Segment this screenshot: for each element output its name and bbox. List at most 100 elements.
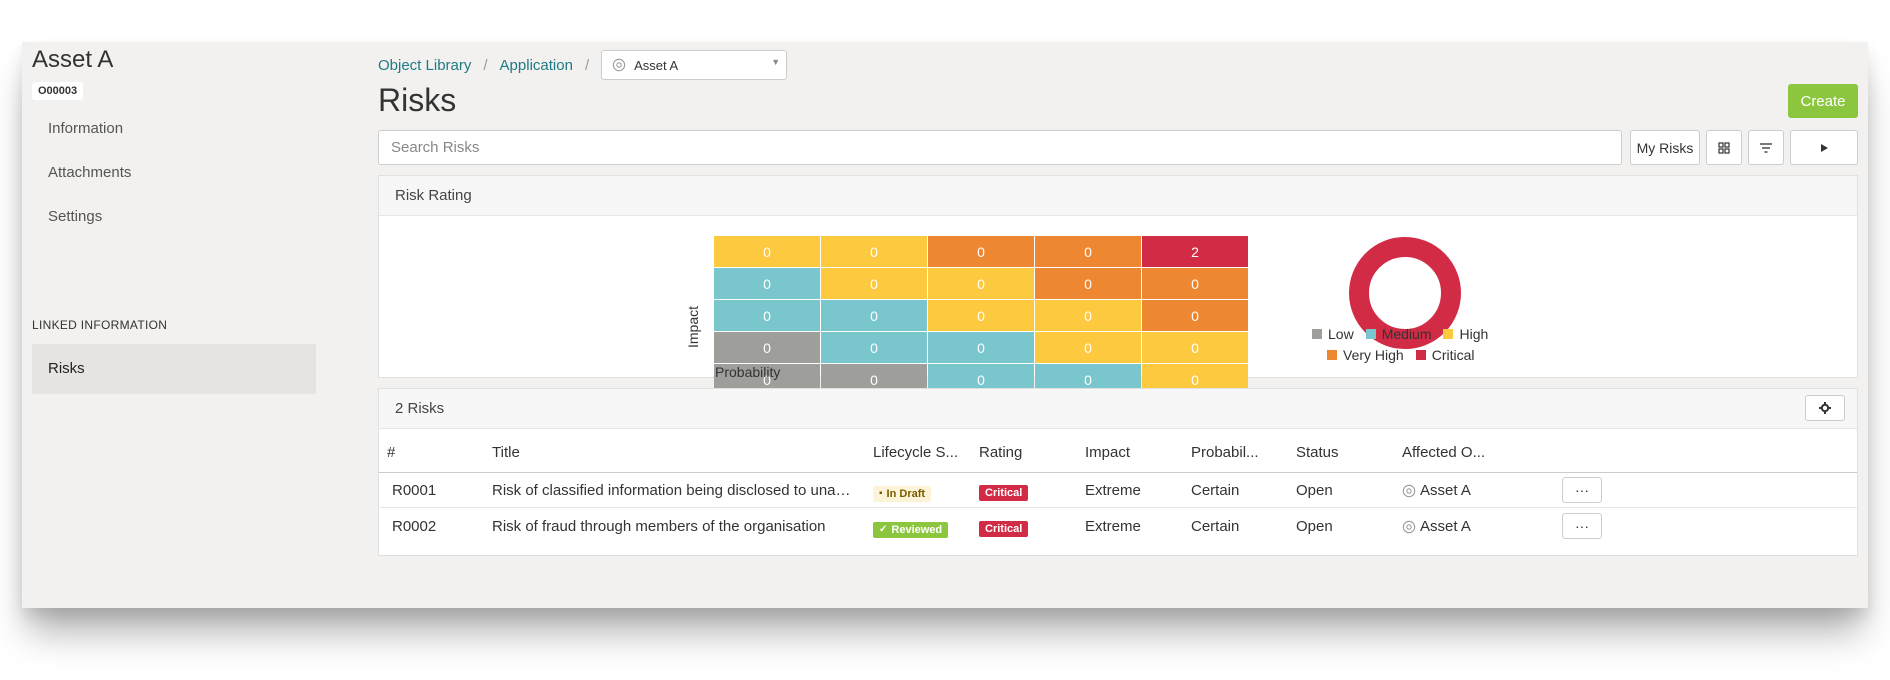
risk-title[interactable]: Risk of classified information being dis… — [492, 482, 858, 499]
rating-cell: Critical — [979, 483, 1029, 501]
status-value: Open — [1296, 482, 1333, 499]
legend-item: Medium — [1365, 326, 1432, 342]
breadcrumb: Object Library / Application / Asset A ▼ — [378, 50, 788, 80]
affected-object-label: Asset A — [1420, 482, 1471, 499]
legend-swatch — [1415, 350, 1426, 360]
impact-value: Extreme — [1085, 518, 1141, 535]
legend-item: Low — [1312, 326, 1354, 342]
grid-icon — [1718, 141, 1730, 154]
legend-label: Critical — [1431, 347, 1475, 363]
rating-donut-chart — [1349, 237, 1461, 349]
probability-value: Certain — [1191, 518, 1240, 535]
table-settings-button[interactable] — [1805, 395, 1845, 421]
donut-slice-critical — [1349, 237, 1461, 349]
sidebar-item-attachments[interactable]: Attachments — [48, 164, 132, 181]
lifecycle-label: In Draft — [886, 487, 926, 500]
legend-swatch — [1365, 329, 1376, 339]
risks-table-card: 2 Risks # Title Lifecycle S... Rating Impact… — [378, 388, 1858, 556]
sidebar-item-risks[interactable]: Risks — [32, 344, 316, 394]
legend-row-1: Low Medium High — [1312, 326, 1500, 342]
sidebar-item-information[interactable]: Information — [48, 120, 124, 137]
affected-object[interactable]: Asset A — [1402, 482, 1471, 499]
lifecycle-badge: ✓ Reviewed — [873, 521, 949, 538]
main-content: Object Library / Application / Asset A ▼… — [378, 42, 1858, 608]
lifecycle-label: Reviewed — [891, 523, 943, 536]
heatmap-cell[interactable]: 0 — [928, 300, 1034, 331]
row-divider — [379, 507, 1857, 508]
rating-cell: Critical — [979, 519, 1029, 537]
linked-information-heading: LINKED INFORMATION — [32, 318, 168, 332]
legend-item: Very High — [1327, 347, 1404, 363]
impact-axis-label: Impact — [685, 305, 701, 348]
column-header[interactable]: Affected O... — [1402, 444, 1486, 461]
heatmap-cell[interactable]: 0 — [821, 236, 927, 267]
grid-view-button[interactable] — [1706, 130, 1742, 165]
filter-button[interactable] — [1748, 130, 1784, 165]
heatmap-cell[interactable]: 0 — [1035, 332, 1141, 363]
heatmap-cell[interactable]: 0 — [928, 236, 1034, 267]
column-header[interactable]: Status — [1296, 444, 1339, 461]
heatmap-cell[interactable]: 0 — [1035, 300, 1141, 331]
heatmap-cell[interactable]: 0 — [1035, 268, 1141, 299]
caret-down-icon: ▼ — [771, 57, 781, 67]
row-actions-button[interactable]: ··· — [1562, 477, 1602, 503]
my-risks-button[interactable]: My Risks — [1630, 130, 1700, 165]
risks-count: 2 Risks — [395, 400, 445, 417]
affected-object[interactable]: Asset A — [1402, 518, 1471, 535]
app-window: Asset A O00003 Information Attachments S… — [22, 42, 1868, 608]
gear-icon — [1819, 402, 1831, 414]
create-button[interactable]: Create — [1788, 84, 1858, 118]
heatmap-cell[interactable]: 0 — [714, 236, 820, 267]
column-header[interactable]: Lifecycle S... — [873, 444, 959, 461]
heatmap-cell[interactable]: 0 — [821, 268, 927, 299]
page-title: Risks — [378, 82, 457, 118]
heatmap-cell[interactable]: 0 — [821, 300, 927, 331]
asset-select[interactable]: Asset A ▼ — [601, 50, 788, 80]
gear-icon — [612, 58, 626, 72]
breadcrumb-application[interactable]: Application — [499, 56, 573, 74]
risk-title[interactable]: Risk of fraud through members of the org… — [492, 518, 826, 535]
breadcrumb-object-library[interactable]: Object Library — [378, 56, 472, 74]
heatmap-cell[interactable]: 0 — [1142, 332, 1248, 363]
sidebar-item-settings[interactable]: Settings — [48, 208, 103, 225]
play-icon — [1821, 143, 1828, 152]
heatmap-cell[interactable]: 0 — [928, 268, 1034, 299]
search-input[interactable] — [378, 130, 1622, 165]
heatmap-cell[interactable]: 0 — [714, 300, 820, 331]
check-icon: ✓ — [879, 524, 888, 535]
row-actions-button[interactable]: ··· — [1562, 513, 1602, 539]
heatmap-cell[interactable]: 0 — [1142, 300, 1248, 331]
legend-label: Low — [1328, 326, 1354, 342]
lifecycle-badge: ▪ In Draft — [873, 485, 932, 502]
heatmap-cell[interactable]: 2 — [1142, 236, 1248, 267]
risks-count-header: 2 Risks — [379, 389, 1857, 429]
breadcrumb-separator: / — [483, 56, 488, 74]
column-header[interactable]: Probabil... — [1191, 444, 1259, 461]
asset-title: Asset A — [32, 46, 114, 73]
heatmap-cell[interactable]: 0 — [714, 268, 820, 299]
column-header[interactable]: Rating — [979, 444, 1023, 461]
legend-label: Medium — [1381, 326, 1432, 342]
rating-badge: Critical — [979, 485, 1029, 501]
heatmap-cell[interactable]: 0 — [714, 332, 820, 363]
sidebar: Asset A O00003 Information Attachments S… — [22, 42, 342, 608]
filter-icon — [1760, 142, 1772, 153]
play-button[interactable] — [1790, 130, 1858, 165]
legend-label: Very High — [1343, 347, 1404, 363]
affected-object-label: Asset A — [1420, 518, 1471, 535]
heatmap-cell[interactable]: 0 — [821, 332, 927, 363]
heatmap-cell[interactable]: 0 — [1142, 268, 1248, 299]
heatmap-cell[interactable]: 0 — [928, 332, 1034, 363]
column-header[interactable]: Impact — [1085, 444, 1131, 461]
probability-axis-label: Probability — [715, 364, 781, 380]
rating-badge: Critical — [979, 521, 1029, 537]
column-header[interactable]: # — [387, 444, 396, 461]
risk-id[interactable]: R0001 — [392, 482, 437, 499]
draft-icon: ▪ — [879, 488, 883, 499]
column-header[interactable]: Title — [492, 444, 520, 461]
risk-id[interactable]: R0002 — [392, 518, 437, 535]
legend-swatch — [1443, 329, 1454, 339]
heatmap-cell[interactable]: 0 — [1035, 236, 1141, 267]
